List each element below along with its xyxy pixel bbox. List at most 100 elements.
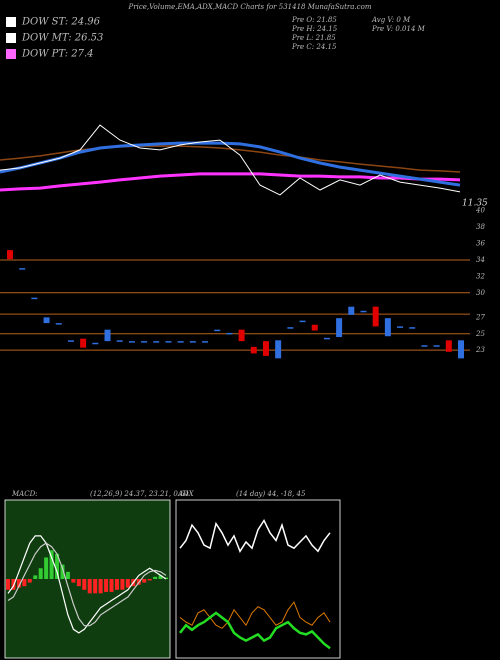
candle bbox=[287, 327, 294, 329]
candle bbox=[433, 345, 440, 347]
candle bbox=[116, 340, 123, 342]
candle bbox=[104, 329, 111, 342]
ema-line bbox=[0, 172, 461, 192]
histogram-bar bbox=[120, 579, 125, 590]
adx-panel: ADX (14 day) 44, -18, 45 bbox=[177, 490, 331, 650]
candle bbox=[250, 346, 257, 354]
histogram-bar bbox=[22, 579, 27, 587]
candle bbox=[311, 324, 318, 331]
legend-label: DOW ST: 24.96 bbox=[21, 17, 101, 28]
ema-line bbox=[0, 145, 461, 173]
price-panel: 40 38 36 34 32 30 27 25 23 bbox=[0, 207, 485, 359]
histogram-bar bbox=[49, 550, 54, 579]
macd-panel: MACD: (12,26,9) 24.37, 23.21, 0.64 bbox=[6, 490, 189, 634]
ema-line bbox=[0, 124, 461, 196]
legend-swatch bbox=[6, 17, 16, 27]
legend-label: DOW MT: 26.53 bbox=[21, 33, 103, 44]
adx-subtitle: (14 day) 44, -18, 45 bbox=[236, 490, 306, 498]
candle bbox=[202, 341, 209, 343]
candle bbox=[165, 341, 172, 343]
candle bbox=[80, 338, 87, 348]
candle bbox=[336, 318, 343, 338]
y-tick-label: 38 bbox=[476, 223, 485, 231]
stat-label: Pre V: 0.014 M bbox=[371, 25, 426, 33]
histogram-bar bbox=[38, 568, 43, 579]
y-tick-label: 27 bbox=[475, 313, 485, 321]
histogram-bar bbox=[11, 579, 16, 590]
histogram-bar bbox=[65, 571, 70, 579]
candle bbox=[141, 341, 148, 343]
histogram-bar bbox=[158, 575, 163, 579]
legend-label: DOW PT: 27.4 bbox=[21, 49, 94, 60]
macd-subtitle: (12,26,9) 24.37, 23.21, 0.64 bbox=[90, 490, 189, 498]
candle bbox=[128, 341, 135, 343]
histogram-bar bbox=[142, 579, 147, 583]
annotation: 11.35 bbox=[462, 199, 488, 209]
adx-line bbox=[179, 518, 331, 553]
histogram-bar bbox=[6, 579, 10, 590]
candle bbox=[226, 332, 233, 335]
histogram-bar bbox=[55, 553, 60, 579]
header-legend: DOW ST: 24.96 DOW MT: 26.53 DOW PT: 27.4 Pr… bbox=[6, 16, 426, 60]
histogram-bar bbox=[98, 579, 103, 594]
histogram-bar bbox=[82, 579, 87, 590]
histogram-bar bbox=[104, 579, 109, 592]
candle bbox=[275, 340, 282, 359]
candle bbox=[323, 337, 330, 340]
macd-line bbox=[7, 542, 167, 627]
candle bbox=[299, 320, 306, 323]
histogram-bar bbox=[16, 579, 21, 588]
y-tick-label: 25 bbox=[475, 330, 485, 338]
candle bbox=[67, 340, 74, 342]
histogram-bar bbox=[76, 579, 81, 587]
candle bbox=[92, 342, 99, 345]
candle bbox=[238, 329, 245, 342]
stat-label: Pre L: 21.85 bbox=[291, 34, 336, 42]
histogram-bar bbox=[87, 579, 92, 594]
candle bbox=[445, 340, 452, 352]
y-tick-label: 34 bbox=[476, 256, 485, 264]
candle bbox=[43, 317, 50, 324]
candle bbox=[372, 306, 379, 327]
y-tick-label: 40 bbox=[475, 207, 485, 215]
ema-panel: 11.35 bbox=[0, 124, 488, 209]
candle bbox=[7, 250, 13, 260]
y-tick-label: 30 bbox=[476, 289, 485, 297]
candle bbox=[397, 326, 404, 328]
y-tick-label: 36 bbox=[476, 240, 485, 248]
macd-title: MACD: bbox=[11, 490, 38, 498]
histogram-bar bbox=[44, 557, 49, 579]
candle bbox=[153, 341, 160, 343]
histogram-bar bbox=[147, 579, 152, 581]
histogram-bar bbox=[71, 579, 76, 583]
adx-line bbox=[179, 611, 331, 650]
adx-title: ADX bbox=[177, 490, 195, 498]
stat-label: Pre C: 24.15 bbox=[291, 43, 337, 51]
candle bbox=[360, 310, 367, 313]
candle bbox=[214, 329, 221, 332]
histogram-bar bbox=[109, 579, 114, 592]
y-tick-label: 23 bbox=[475, 346, 485, 354]
legend-swatch bbox=[6, 33, 16, 43]
candle bbox=[177, 341, 184, 343]
histogram-bar bbox=[93, 579, 98, 594]
histogram-bar bbox=[125, 579, 130, 588]
stat-label: Pre H: 24.15 bbox=[291, 25, 338, 33]
stat-label: Avg V: 0 M bbox=[371, 16, 411, 24]
histogram-bar bbox=[27, 579, 32, 583]
histogram-bar bbox=[114, 579, 119, 590]
candle bbox=[458, 340, 464, 359]
candle bbox=[189, 341, 196, 343]
legend-swatch bbox=[6, 49, 16, 59]
candle bbox=[55, 323, 62, 325]
page-title: Price,Volume,EMA,ADX,MACD Charts for 531… bbox=[128, 3, 372, 11]
candle bbox=[31, 297, 38, 300]
candle bbox=[421, 345, 428, 347]
candle bbox=[409, 327, 416, 329]
y-tick-label: 32 bbox=[476, 272, 485, 280]
stat-label: Pre O: 21.85 bbox=[291, 16, 337, 24]
histogram-bar bbox=[33, 575, 38, 579]
candle bbox=[262, 341, 269, 356]
histogram-bar bbox=[153, 576, 158, 579]
